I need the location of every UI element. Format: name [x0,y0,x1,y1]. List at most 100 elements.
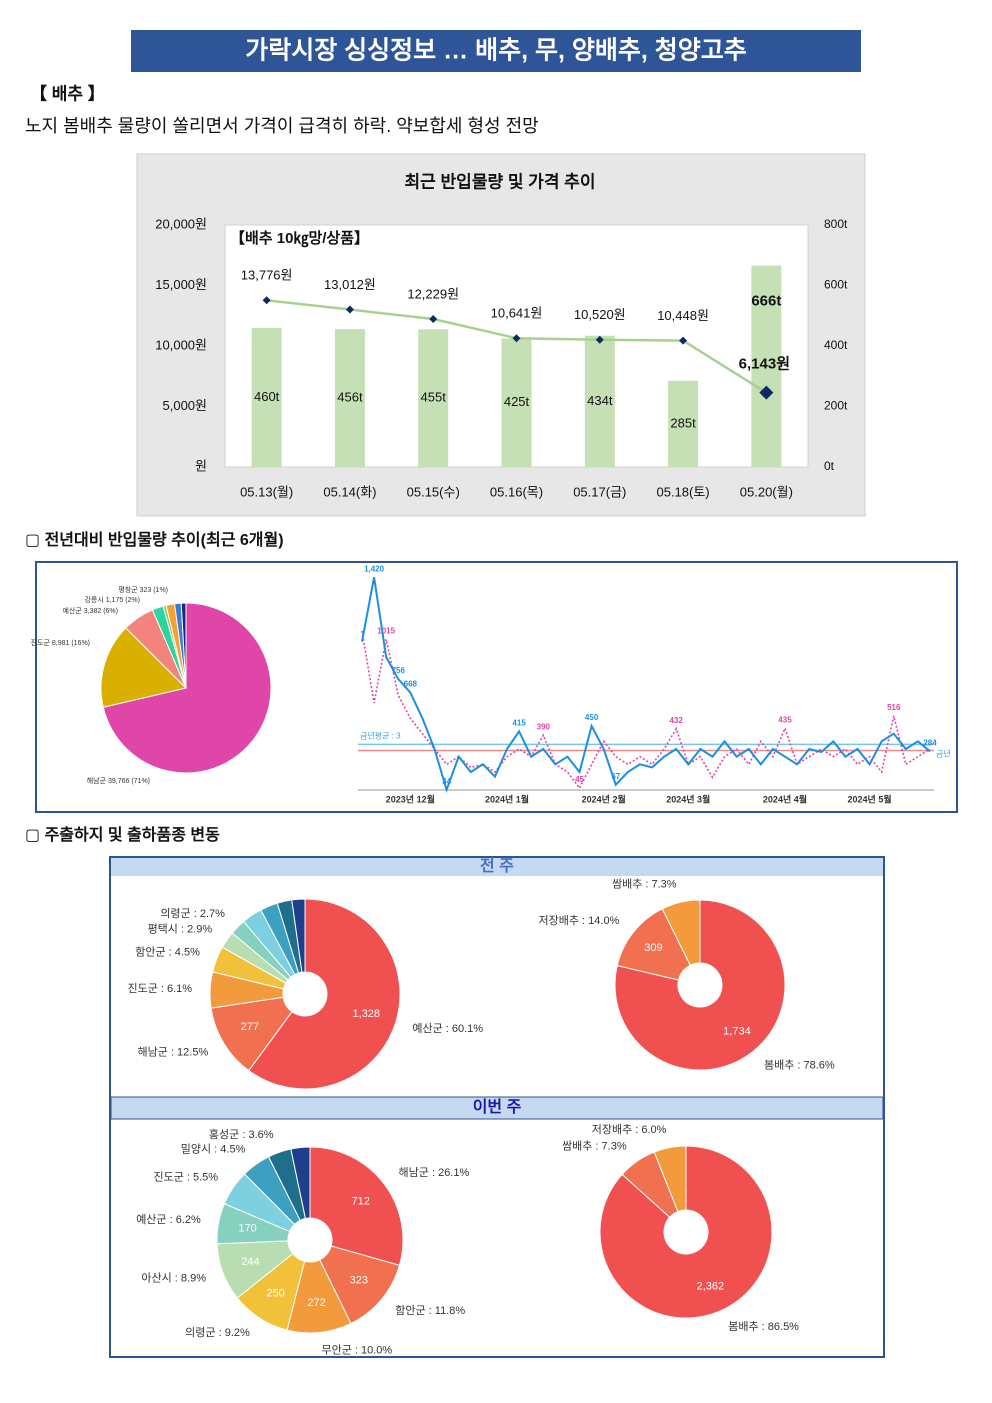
data-label: 432 [670,716,684,725]
end-label: 금년 [936,749,951,759]
price-marker [679,336,688,345]
bar [584,335,615,467]
x-tick-label: 2024년 2월 [582,793,626,804]
x-tick-label: 05.18(토) [656,484,709,499]
value-label: 250 [266,1287,284,1299]
data-label: 756 [392,666,406,675]
data-label: 390 [537,722,551,731]
value-label: 712 [351,1196,369,1208]
slice-label: 예산군 : 6.2% [136,1213,201,1226]
slice-label: 해남군 : 12.5% [138,1044,209,1058]
panel-header [110,1096,884,1120]
slice-label: 진도군 : 6.1% [127,982,192,995]
slice-label: 강릉시 1,175 (2%) [84,595,140,604]
value-label: 272 [307,1297,325,1309]
bar-label: 285t [670,415,696,430]
price-marker [759,385,774,400]
slice-label: 홍성군 : 3.6% [209,1127,274,1141]
y2-tick-label: 600t [824,278,848,292]
data-label: 1,420 [364,564,385,573]
slice [309,1146,404,1266]
slice [599,1145,773,1319]
data-label: 415 [512,718,526,727]
slice [616,908,691,981]
data-label: 1015 [377,626,395,635]
slice [319,1245,401,1325]
x-tick-label: 05.13(월) [240,484,293,499]
y-tick-label: 원 [195,458,207,473]
bar [418,329,449,467]
data-label: 516 [887,703,901,712]
slice-label: 봄배추 : 86.5% [728,1320,799,1333]
slice-label: 저장배추 : 14.0% [539,914,620,927]
annotation: 【배추 10㎏망/상품】 [230,229,369,248]
page-title: 가락시장 싱싱정보 … 배추, 무, 양배추, 청양고추 [245,37,747,65]
chart-title: 최근 반입물량 및 가격 추이 [405,172,596,191]
slice [286,1259,352,1334]
bar-label: 425t [504,394,530,409]
slice-label: 쌈배추 : 7.3% [612,878,677,891]
y-tick-label: 20,000원 [155,216,207,231]
slice-label: 함안군 : 4.5% [135,945,200,958]
x-tick-label: 2024년 3월 [666,793,710,804]
title-banner [131,30,861,72]
price-marker [262,296,271,305]
price-marker [345,305,354,314]
summary: 노지 봄배추 물량이 쏠리면서 가격이 급격히 하락. 약보합세 형성 전망 [25,116,539,136]
y-tick-label: 10,000원 [155,337,207,352]
slice [614,899,786,1071]
bar [668,380,699,467]
y2-tick-label: 800t [824,217,848,231]
bar-label: 460t [254,389,280,404]
data-label: 668 [404,680,418,689]
bar-label: 456t [337,389,363,404]
slice [653,1145,687,1213]
slice-label: 해남군 39,766 (71%) [87,776,150,785]
slice-label: 평택시 : 2.9% [148,922,213,935]
price-label: 12,229원 [407,286,459,301]
slice-label: 예산군 : 60.1% [412,1022,483,1035]
y2-tick-label: 0t [824,459,835,473]
price-label: 13,776원 [241,268,293,283]
slice-label: 봄배추 : 78.6% [764,1059,835,1072]
slice [210,996,293,1072]
value-label: 2,362 [697,1281,725,1293]
value-label: 244 [241,1256,259,1268]
slice [290,1146,311,1220]
x-tick-label: 2024년 5월 [848,793,892,804]
series-line [361,577,931,793]
value-label: 1,328 [353,1008,381,1020]
price-label: 13,012원 [324,277,376,292]
data-label: 34 [442,777,451,786]
slice [180,602,187,689]
slice-label: 함안군 : 11.8% [395,1304,465,1317]
bar [501,338,532,467]
slice [100,627,187,708]
x-tick-label: 2024년 4월 [763,793,807,804]
bar [251,327,282,467]
slice [248,898,401,1090]
value-label: 1,734 [723,1026,751,1038]
section-label: 【 배추 】 [30,83,105,103]
reference-label: 금년평균 : 3 [360,731,401,741]
bar [334,329,365,467]
bar [751,265,782,467]
y-tick-label: 15,000원 [155,277,207,292]
y-tick-label: 5,000원 [163,398,208,413]
price-marker [429,315,438,324]
slice-label: 밀양시 : 4.5% [181,1143,246,1156]
heading: ▢ 전년대비 반입물량 추이(최근 6개월) [25,530,284,549]
x-tick-label: 05.16(목) [490,484,543,499]
slice-label: 예산군 3,382 (6%) [62,606,118,615]
slice [661,899,701,966]
panel-title: 이번 주 [473,1098,522,1116]
value-label: 323 [350,1275,368,1287]
x-tick-label: 05.17(금) [573,484,626,499]
price-label: 6,143원 [739,356,790,373]
bar-label: 666t [751,293,781,310]
slice-label: 무안군 : 10.0% [321,1343,392,1356]
price-label: 10,641원 [491,306,543,321]
x-tick-label: 2024년 1월 [485,793,529,804]
slice-label: 의령군 : 9.2% [185,1326,250,1339]
